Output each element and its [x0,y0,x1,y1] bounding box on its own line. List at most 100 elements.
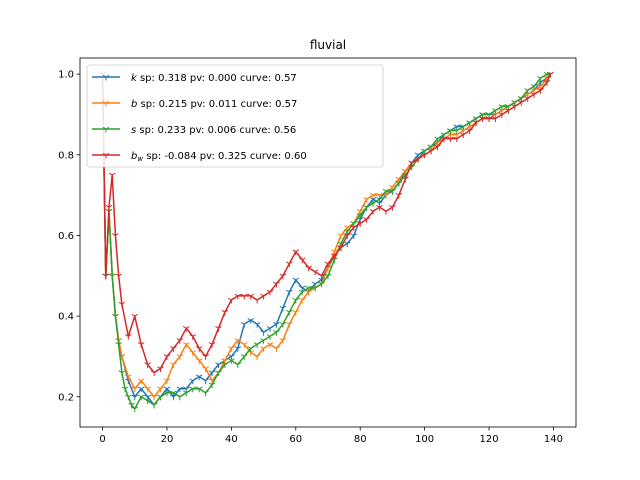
data-point-b_w-14 [170,346,177,352]
data-point-s-61 [459,124,467,131]
data-point-s-27 [240,354,248,360]
data-point-s-56 [427,144,435,151]
data-point-b_w-32 [286,261,293,268]
data-point-b-59 [459,128,467,135]
data-point-s-13 [150,402,158,409]
data-point-s-28 [247,346,254,352]
y-tick-label: 1.0 [58,70,74,81]
data-point-k-31 [279,305,287,312]
legend: k sp: 0.318 pv: 0.000 curve: 0.57 b sp: 0… [86,64,384,168]
data-point-b_w-54 [427,148,435,155]
data-point-s-62 [466,120,474,127]
data-point-s-5 [115,342,122,348]
data-point-s-37 [305,285,312,292]
data-point-b-9 [137,378,145,385]
data-point-b_w-57 [447,136,454,143]
data-point-s-12 [144,398,151,405]
data-point-b-35 [305,289,312,296]
data-point-b-64 [492,112,499,118]
data-point-s-14 [157,394,164,401]
data-point-b_w-4 [112,233,119,239]
legend-marker-b [102,100,110,107]
data-point-s-66 [492,108,499,114]
data-point-b-33 [292,309,300,316]
data-point-k-41 [344,241,351,248]
y-tick-label: 0.6 [58,231,74,242]
data-point-b_w-67 [511,104,519,110]
data-point-b_w-70 [530,92,538,98]
data-point-b_w-61 [472,120,480,127]
data-point-b_w-27 [253,297,261,304]
data-point-b_w-66 [505,108,512,114]
y-tick-label: 0.4 [58,312,74,323]
data-point-s-72 [530,84,538,90]
data-point-s-35 [292,297,300,304]
data-point-s-29 [253,342,261,348]
data-point-b_w-40 [337,245,345,252]
data-point-b_w-58 [453,136,461,143]
data-point-s-20 [195,386,203,393]
data-point-b_w-7 [125,334,132,340]
data-point-s-39 [318,281,325,288]
legend-label-b: b sp: 0.215 pv: 0.011 curve: 0.57 [131,99,297,110]
legend-entry-b_w: bw sp: -0.084 pv: 0.325 curve: 0.60 [92,151,307,163]
data-point-s-3 [108,273,116,280]
data-point-s-23 [215,370,222,377]
data-point-b-15 [176,354,184,360]
data-point-s-67 [498,104,506,110]
data-point-s-63 [472,116,480,122]
data-point-b_w-46 [376,205,383,211]
data-point-s-50 [389,188,396,195]
data-point-b-27 [253,354,261,360]
x-tick-label: 100 [415,434,434,445]
data-point-s-18 [182,390,190,397]
data-point-s-47 [369,200,377,207]
legend-entry-s: s sp: 0.233 pv: 0.006 curve: 0.56 [92,125,296,136]
data-point-b_w-23 [228,297,235,304]
data-point-k-10 [144,394,151,401]
data-point-b_w-6 [118,301,126,308]
series-line-s [101,73,551,410]
data-point-b-70 [530,88,538,94]
data-point-b_w-21 [215,326,222,332]
data-point-b_w-26 [247,293,254,300]
data-point-b_w-62 [479,116,486,122]
data-point-b-12 [157,386,164,393]
data-point-s-11 [137,394,145,401]
data-point-b-11 [150,394,158,401]
data-point-s-49 [382,188,390,195]
axis-layer: 0 20 40 60 80 100 120 140 0.2 0.4 0.6 0.8 1.0 [58,57,577,445]
data-point-b-24 [234,338,242,344]
data-point-b-65 [498,108,506,114]
data-point-b-45 [369,192,377,199]
data-point-b_w-60 [466,128,474,135]
data-point-b_w-15 [176,338,184,344]
legend-stats: sp: 0.215 pv: 0.011 curve: 0.57 [137,99,297,110]
legend-symbol: b [131,151,137,162]
data-point-b_w-42 [350,225,358,231]
data-point-b-23 [228,346,235,352]
data-point-s-7 [121,386,129,393]
data-point-s-22 [208,382,216,389]
data-point-b-40 [337,233,345,239]
legend-label-b_w: bw sp: -0.084 pv: 0.325 curve: 0.60 [131,151,307,163]
data-point-k-30 [273,321,280,328]
data-point-s-4 [112,313,119,320]
series-layer [99,71,554,413]
data-point-b_w-59 [459,132,467,139]
data-point-s-58 [440,132,448,139]
legend-entry-k: k sp: 0.318 pv: 0.000 curve: 0.57 [92,73,297,84]
series-b_w [99,71,554,377]
data-point-b_w-18 [195,346,203,352]
data-point-k-27 [253,321,261,328]
x-tick-label: 20 [161,434,174,445]
data-point-b_w-49 [395,192,403,199]
data-point-b-57 [447,132,454,139]
data-point-b-17 [189,350,197,356]
data-point-s-60 [453,128,461,135]
legend-stats: sp: 0.318 pv: 0.000 curve: 0.57 [137,73,297,84]
data-point-s-6 [118,370,126,377]
legend-marker-b_w [102,152,110,159]
chart-title: fluvial [310,38,346,52]
